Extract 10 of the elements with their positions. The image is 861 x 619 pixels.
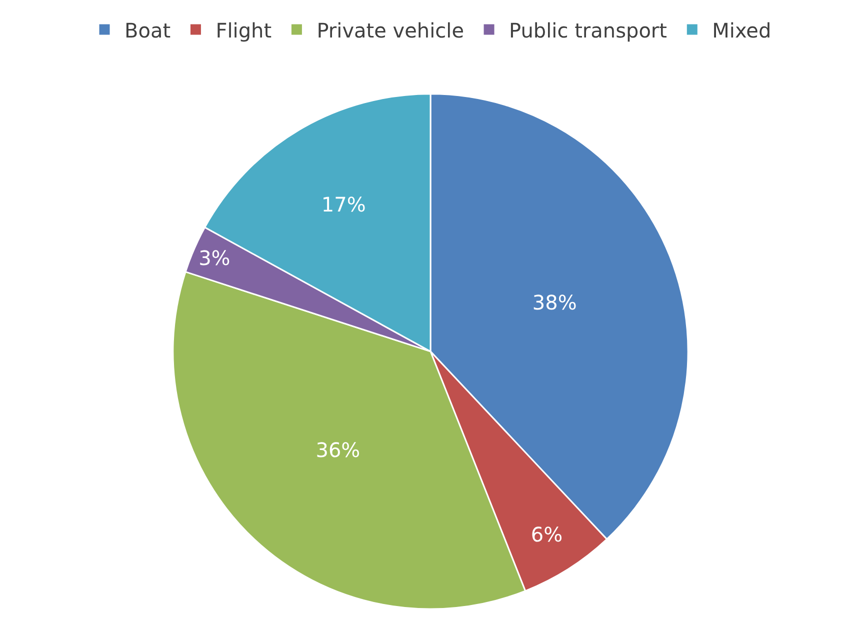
legend-label: Boat [124, 18, 171, 42]
data-label: 3% [198, 246, 230, 270]
legend-label: Flight [216, 18, 272, 42]
legend-label: Mixed [712, 18, 772, 42]
data-label: 6% [530, 522, 563, 547]
legend-label: Private vehicle [316, 18, 464, 42]
data-label: 17% [321, 192, 366, 217]
data-label: 36% [316, 438, 360, 462]
data-label: 38% [532, 290, 577, 314]
legend-label: Public transport [509, 18, 668, 42]
